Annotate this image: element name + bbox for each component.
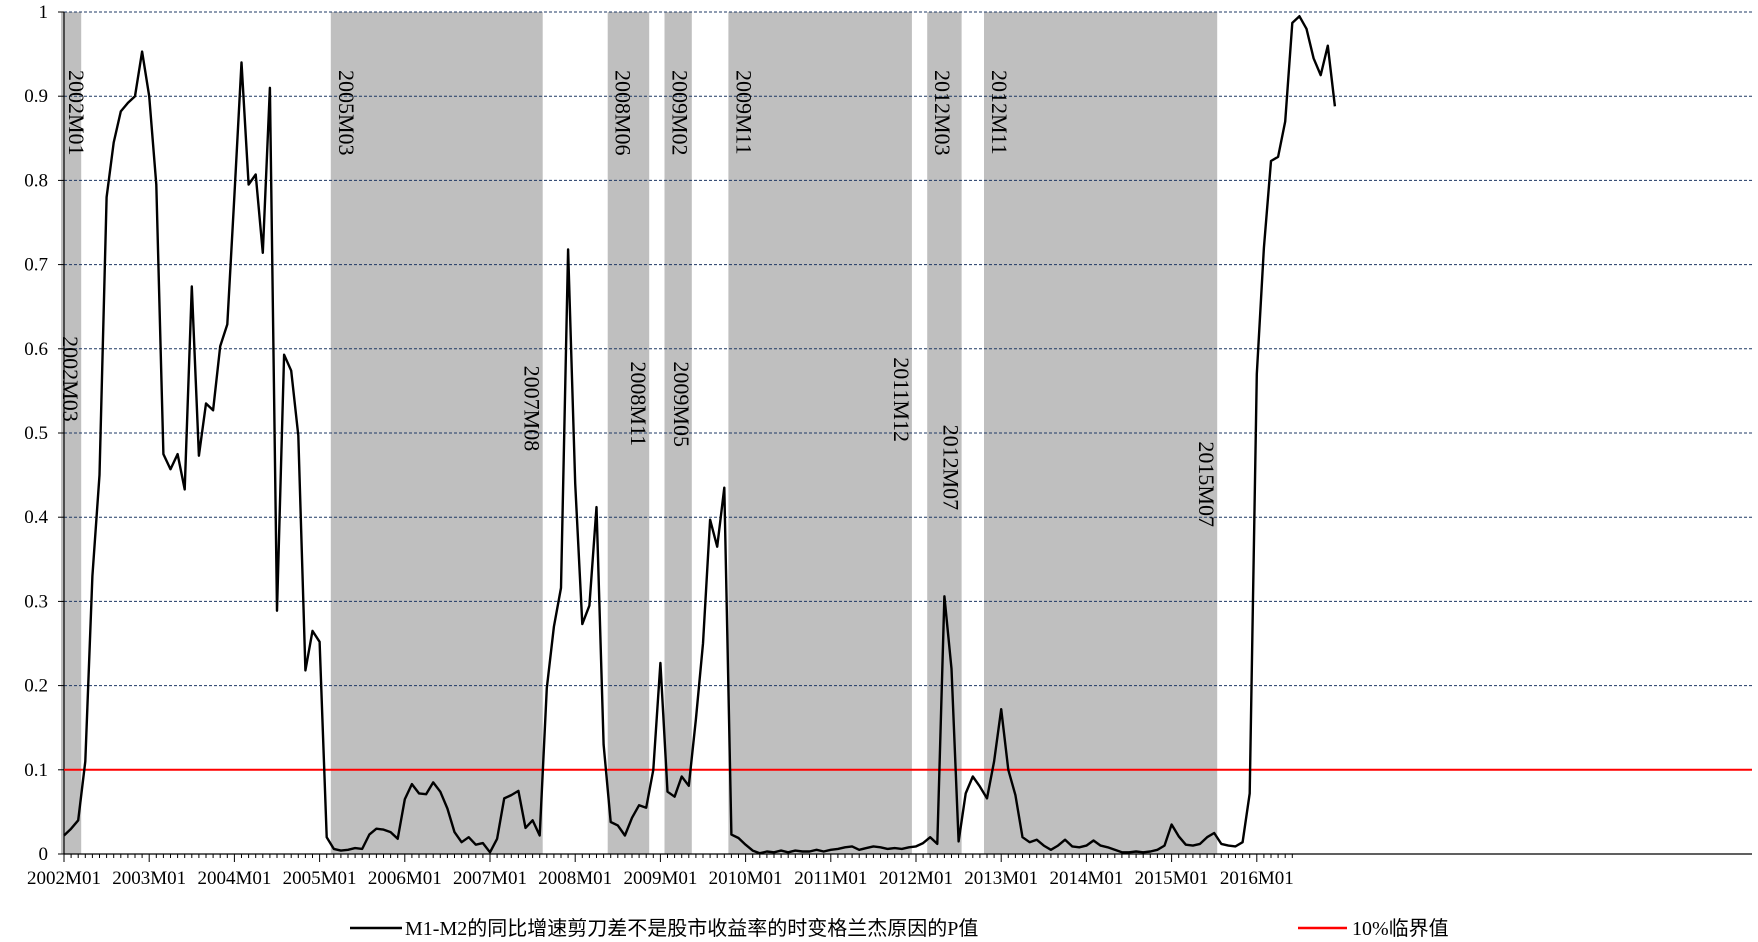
series-line <box>63 15 1337 855</box>
period-label: 2015M07 <box>1194 441 1219 527</box>
period-label: 2012M03 <box>930 70 955 156</box>
y-tick-labels: 0 0.1 0.2 0.3 0.4 0.5 0.6 0.7 0.8 0.9 1 <box>24 2 48 865</box>
period-label: 2005M03 <box>334 70 359 156</box>
x-tick-label: 2003M01 <box>112 868 186 889</box>
x-tick-label: 2015M01 <box>1135 868 1209 889</box>
legend-threshold-label: 10%临界值 <box>1352 917 1449 940</box>
period-label: 2009M05 <box>669 361 694 447</box>
x-tick-label: 2009M01 <box>623 868 697 889</box>
x-tick-label: 2010M01 <box>709 868 783 889</box>
period-label: 2012M07 <box>939 425 964 511</box>
y-tick-label: 0.4 <box>24 507 48 528</box>
x-tick-label: 2004M01 <box>197 868 271 889</box>
y-tick-label: 0.1 <box>24 760 48 781</box>
y-tick-label: 0.3 <box>24 591 48 612</box>
y-tick-label: 0.2 <box>24 676 48 697</box>
x-tick-label: 2007M01 <box>453 868 527 889</box>
y-tick-label: 0.6 <box>24 339 48 360</box>
period-label: 2008M11 <box>626 361 651 446</box>
y-tick-label: 0.9 <box>24 86 48 107</box>
y-tick-label: 0.8 <box>24 170 48 191</box>
period-label: 2011M12 <box>889 357 914 442</box>
period-label: 2002M03 <box>58 336 83 422</box>
x-tick-label: 2002M01 <box>27 868 101 889</box>
period-labels: 2002M01 2002M03 2005M03 2007M08 2008M06 2008M… <box>58 70 1219 527</box>
period-label: 2007M08 <box>520 366 545 452</box>
x-tick-label: 2016M01 <box>1220 868 1294 889</box>
y-tick-label: 1 <box>39 2 49 23</box>
period-label: 2009M02 <box>667 70 692 156</box>
axes <box>58 11 1752 862</box>
legend-series-label: M1-M2的同比增速剪刀差不是股市收益率的时变格兰杰原因的P值 <box>405 917 978 940</box>
x-tick-label: 2008M01 <box>538 868 612 889</box>
x-tick-label: 2011M01 <box>794 868 867 889</box>
y-tick-label: 0 <box>39 844 49 865</box>
legend: M1-M2的同比增速剪刀差不是股市收益率的时变格兰杰原因的P值 10%临界值 <box>350 917 1449 940</box>
y-tick-label: 0.5 <box>24 423 48 444</box>
period-label: 2012M11 <box>987 70 1012 155</box>
x-tick-label: 2014M01 <box>1049 868 1123 889</box>
x-tick-label: 2005M01 <box>283 868 357 889</box>
y-tick-label: 0.7 <box>24 255 48 276</box>
x-tick-label: 2013M01 <box>964 868 1038 889</box>
period-label: 2008M06 <box>611 70 636 156</box>
period-label: 2009M11 <box>731 70 756 155</box>
x-tick-label: 2012M01 <box>879 868 953 889</box>
x-tick-labels: 2002M01 2003M01 2004M01 2005M01 2006M01 2007M… <box>27 868 1294 889</box>
x-tick-label: 2006M01 <box>368 868 442 889</box>
period-label: 2002M01 <box>64 70 89 156</box>
